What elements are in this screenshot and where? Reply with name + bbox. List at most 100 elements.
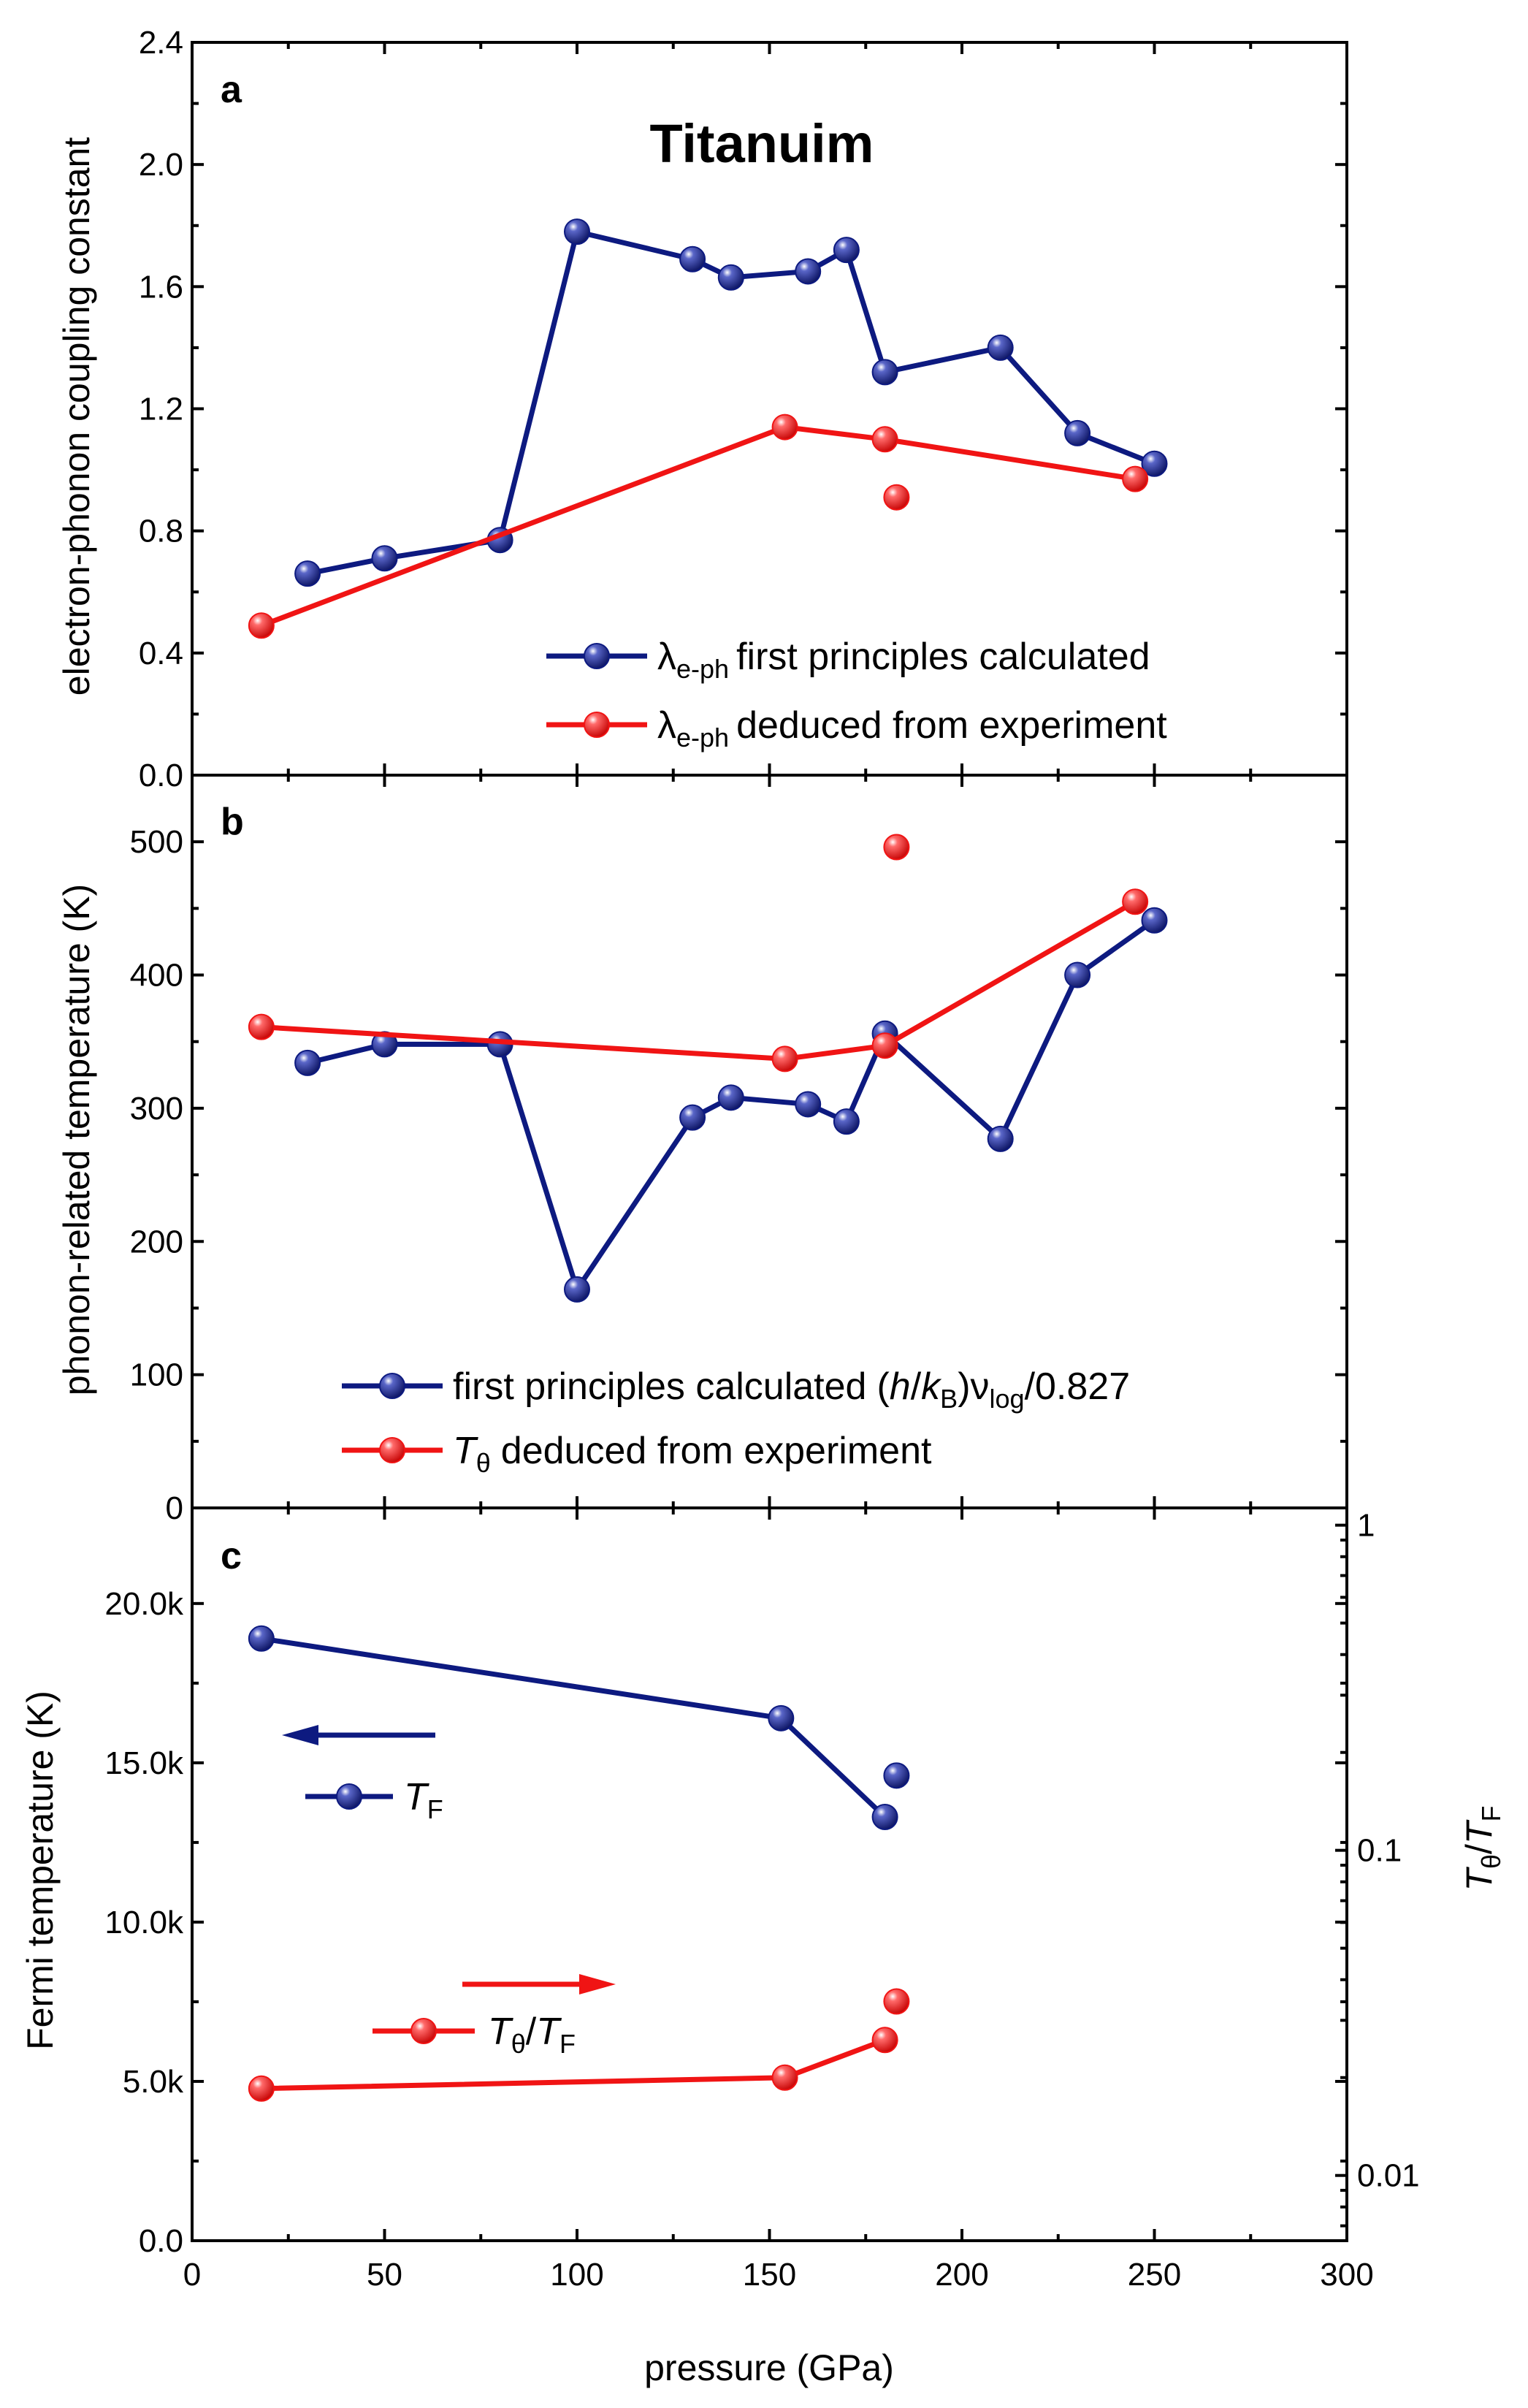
series-line-b-red <box>261 899 1137 1062</box>
legend-b-tail: /0.827 <box>1025 1365 1131 1408</box>
legend-b-navy-text: first principles calculated (h/kB)νlog/0.… <box>453 1365 1130 1414</box>
legend-b-paren-open: ( <box>876 1365 890 1408</box>
series-line-b-navy <box>307 918 1156 1292</box>
legend-a-red-text: λe-ph deduced from experiment <box>657 704 1167 752</box>
data-point-b-red <box>1122 888 1149 915</box>
data-point-a-navy <box>871 359 898 386</box>
data-point-b-navy <box>371 1031 398 1058</box>
panel-a-letter: a <box>221 69 242 111</box>
chart-title: Titanuim <box>650 113 874 174</box>
x-axis-label: pressure (GPa) <box>644 2347 894 2388</box>
data-point-b-red-extra <box>883 834 910 861</box>
panel-c-frame <box>191 1506 1348 2242</box>
y2label-sub1: θ <box>1476 1854 1506 1869</box>
x-tick-label: 100 <box>550 2257 603 2293</box>
x-tick-label: 150 <box>743 2257 796 2293</box>
data-point-a-red <box>771 414 798 441</box>
legend-a-red-symbol: λ <box>657 704 676 747</box>
y-tick-label: 0.0 <box>139 758 183 793</box>
data-point-a-navy <box>371 545 398 572</box>
data-point-b-red <box>771 1045 798 1072</box>
legend-b-red-text: Tθ deduced from experiment <box>453 1430 932 1478</box>
data-point-c-red <box>871 2027 898 2054</box>
y-tick-label: 0.4 <box>139 636 183 671</box>
x-tick-label: 200 <box>935 2257 988 2293</box>
y2-tick-label: 1 <box>1357 1508 1375 1544</box>
data-point-b-navy <box>564 1276 590 1303</box>
data-point-a-red-extra <box>883 484 910 511</box>
data-point-c-red <box>771 2064 798 2091</box>
panel-a-ylabel: electron-phonon coupling constant <box>56 137 97 696</box>
legend-a-navy-text: λe-ph first principles calculated <box>657 636 1150 684</box>
data-point-a-navy <box>564 218 590 245</box>
legend-b-red-marker <box>379 1437 405 1463</box>
y2label-slash: / <box>1459 1844 1500 1854</box>
legend-b-log-sub: log <box>990 1384 1025 1414</box>
x-tick-label: 0 <box>183 2257 201 2293</box>
legend-a-red-sub: e-ph <box>676 723 729 752</box>
legend-b-kB-sub: B <box>940 1384 958 1414</box>
data-point-b-navy <box>1064 961 1091 988</box>
data-point-a-navy <box>717 264 744 291</box>
data-point-a-navy <box>1141 450 1168 477</box>
data-point-a-navy <box>795 258 822 285</box>
legend-a-navy-name: first principles calculated <box>736 636 1150 678</box>
data-point-a-navy <box>1064 419 1091 446</box>
x-tick-label: 250 <box>1128 2257 1181 2293</box>
data-point-c-red <box>248 2075 275 2102</box>
y-tick-label: 200 <box>130 1224 183 1260</box>
y-tick-label: 0 <box>166 1490 183 1526</box>
x-tick-label: 50 <box>367 2257 402 2293</box>
legend-b-T: T <box>453 1430 478 1472</box>
legend-b-paren-close: ) <box>958 1365 970 1408</box>
legend-a-navy-symbol: λ <box>657 636 676 678</box>
y-tick-label: 15.0k <box>104 1745 184 1781</box>
data-point-c-navy <box>248 1625 275 1652</box>
y-tick-label: 2.0 <box>139 147 183 183</box>
arrow-left-TF-head <box>282 1725 318 1745</box>
panel-b-legend: first principles calculated (h/kB)νlog/0.… <box>453 1365 1130 1478</box>
legend-a-navy-sub: e-ph <box>676 654 729 684</box>
legend-b-red-name: deduced from experiment <box>501 1430 932 1472</box>
data-point-a-red <box>1122 465 1149 492</box>
y2-tick-label: 0.01 <box>1357 2158 1420 2194</box>
ticks-layer: 0 50 100 150 200 250 300 0.0 0.4 0.8 1.2 1.6 2.0 2.4 0… <box>104 25 1419 2293</box>
data-point-b-navy <box>833 1108 860 1135</box>
y-tick-label: 1.6 <box>139 269 183 305</box>
y-tick-label: 1.2 <box>139 392 183 427</box>
y-tick-label: 400 <box>130 958 183 994</box>
panel-a-legend: λe-ph first principles calculated λe-ph de… <box>657 636 1167 752</box>
panel-b-ylabel: phonon-related temperature (K) <box>56 884 97 1395</box>
y-tick-label: 0.8 <box>139 514 183 549</box>
data-point-a-navy <box>679 245 706 273</box>
series-line-a-red <box>260 424 1136 628</box>
label-c-ratio: Tθ/TF <box>488 2011 576 2059</box>
data-point-b-navy <box>679 1104 706 1131</box>
label-c-ratio-T1: T <box>488 2011 513 2053</box>
legend-b-nu: ν <box>971 1365 990 1408</box>
data-point-b-red <box>248 1013 275 1040</box>
label-c-ratio-sub2: F <box>559 2029 576 2059</box>
y-tick-label: 10.0k <box>104 1905 184 1940</box>
legend-b-navy-name: first principles calculated <box>453 1365 866 1408</box>
label-c-TF-sub: F <box>427 1794 443 1824</box>
y2label-t1: T <box>1459 1867 1500 1891</box>
data-point-b-red <box>871 1032 898 1059</box>
data-point-b-navy <box>795 1091 822 1118</box>
panel-c-letter: c <box>221 1535 242 1577</box>
x-tick-label: 300 <box>1320 2257 1373 2293</box>
y-tick-label: 20.0k <box>104 1586 184 1622</box>
data-point-b-navy <box>1141 907 1168 934</box>
legend-c-navy-marker <box>336 1783 362 1810</box>
y2label-sub2: F <box>1476 1805 1506 1821</box>
panel-c-ylabel: Fermi temperature (K) <box>20 1691 61 2050</box>
label-c-TF-main: T <box>404 1776 429 1818</box>
y-tick-label: 100 <box>130 1357 183 1393</box>
y-tick-label: 0.0 <box>139 2223 183 2259</box>
arrow-right-ratio-head <box>579 1974 616 1994</box>
label-c-TF: TF <box>404 1776 443 1824</box>
label-c-ratio-slash: / <box>526 2011 537 2053</box>
legend-b-theta-sub: θ <box>476 1448 491 1478</box>
y2-tick-label: 0.1 <box>1357 1833 1402 1869</box>
